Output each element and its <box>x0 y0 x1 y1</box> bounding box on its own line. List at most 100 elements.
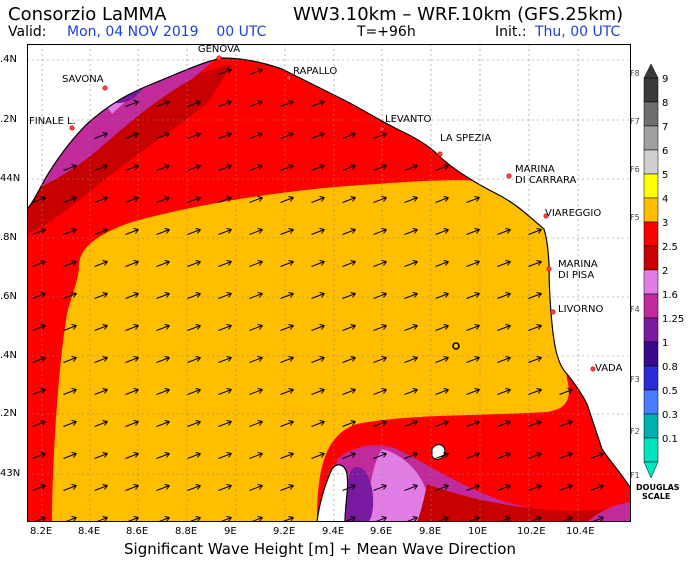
wave-direction-arrow <box>528 260 542 267</box>
wave-direction-arrow <box>63 164 77 171</box>
wave-direction-arrow <box>249 132 263 139</box>
wave-direction-arrow <box>156 452 170 459</box>
place-label: VIAREGGIO <box>545 208 601 219</box>
scale-value-label: 2.5 <box>662 242 678 253</box>
wave-direction-arrow <box>249 324 263 331</box>
lon-tick-label: 9.4E <box>322 526 345 537</box>
sea-se-magenta <box>587 502 631 522</box>
scale-bottom-arrow <box>643 461 659 479</box>
wave-direction-arrow <box>342 356 356 363</box>
valid-label: Valid: <box>8 24 47 40</box>
lon-tick-label: 10.4E <box>566 526 595 537</box>
wave-direction-arrow <box>63 452 77 459</box>
sea-orange-area <box>52 180 569 522</box>
wave-direction-arrow <box>94 484 108 491</box>
wave-direction-arrow <box>342 484 356 491</box>
wave-direction-arrow <box>156 100 170 107</box>
wave-direction-arrow <box>404 420 418 427</box>
wave-direction-arrow <box>32 260 46 267</box>
douglas-label: F7 <box>630 117 640 126</box>
wave-direction-arrow <box>435 260 449 267</box>
wave-direction-arrow <box>373 228 387 235</box>
wave-direction-arrow <box>466 356 480 363</box>
wave-direction-arrow <box>404 260 418 267</box>
wave-direction-arrow <box>280 228 294 235</box>
wave-direction-arrow <box>94 452 108 459</box>
wave-direction-arrow <box>528 292 542 299</box>
wave-direction-arrow <box>156 388 170 395</box>
sea-south-darkred <box>417 484 631 522</box>
wave-direction-arrow <box>94 132 108 139</box>
wave-direction-arrow <box>342 420 356 427</box>
wave-direction-arrow <box>280 388 294 395</box>
wave-direction-arrow <box>280 420 294 427</box>
map-frame <box>27 44 631 522</box>
wave-direction-arrow <box>156 260 170 267</box>
wave-direction-arrow <box>156 196 170 203</box>
wave-direction-arrow <box>497 356 511 363</box>
lat-tick-label: .4N <box>0 54 18 65</box>
wave-direction-arrow <box>528 484 542 491</box>
wave-direction-arrow <box>373 484 387 491</box>
wave-direction-arrow <box>63 356 77 363</box>
wave-direction-arrow <box>528 228 542 235</box>
wave-direction-arrow <box>342 196 356 203</box>
scale-swatch <box>643 413 659 439</box>
wave-direction-arrow <box>497 484 511 491</box>
wave-direction-arrow <box>156 228 170 235</box>
place-label: MARINA DI CARRARA <box>515 164 577 186</box>
lon-tick-label: 8.6E <box>126 526 149 537</box>
wave-direction-arrow <box>63 388 77 395</box>
wave-direction-arrow <box>466 388 480 395</box>
wave-direction-arrow <box>466 324 480 331</box>
wave-direction-arrow <box>187 324 201 331</box>
place-label: LA SPEZIA <box>440 133 491 144</box>
wave-direction-arrow <box>125 164 139 171</box>
wave-direction-arrow <box>435 420 449 427</box>
wave-direction-arrow <box>187 420 201 427</box>
buoy-marker <box>452 342 460 350</box>
wave-direction-arrow <box>497 452 511 459</box>
place-marker <box>286 75 292 81</box>
wave-direction-arrow <box>497 388 511 395</box>
place-marker <box>437 151 443 157</box>
scale-value-label: 4 <box>662 194 668 205</box>
wave-direction-arrow <box>218 324 232 331</box>
wave-direction-arrow <box>249 196 263 203</box>
wave-direction-arrow <box>125 196 139 203</box>
wave-direction-arrow <box>187 388 201 395</box>
sea-south-lightmagenta <box>367 449 429 522</box>
douglas-label: F2 <box>630 427 640 436</box>
wave-direction-arrow <box>497 292 511 299</box>
wave-direction-arrow <box>218 196 232 203</box>
scale-swatch <box>643 173 659 199</box>
lat-tick-label: 44N <box>0 173 21 184</box>
wave-direction-arrow <box>32 324 46 331</box>
wave-direction-arrow <box>156 484 170 491</box>
wave-direction-arrow <box>63 484 77 491</box>
scale-value-label: 8 <box>662 98 668 109</box>
wave-direction-arrow <box>156 356 170 363</box>
wave-direction-arrow <box>125 420 139 427</box>
wave-direction-arrow <box>187 132 201 139</box>
wave-direction-arrow <box>404 292 418 299</box>
wave-direction-arrow <box>497 228 511 235</box>
wave-direction-arrow <box>218 484 232 491</box>
model-title: WW3.10km – WRF.10km (GFS.25km) <box>293 4 624 25</box>
place-marker <box>590 366 596 372</box>
wave-direction-arrow <box>559 484 573 491</box>
scale-value-label: 5 <box>662 170 668 181</box>
wave-direction-arrow <box>187 292 201 299</box>
scale-value-label: 1 <box>662 338 668 349</box>
wave-direction-arrow <box>125 324 139 331</box>
forecast-step: T=+96h <box>357 24 416 40</box>
valid-value: Mon, 04 NOV 2019 00 UTC <box>67 24 267 40</box>
place-marker <box>543 213 549 219</box>
place-label: RAPALLO <box>293 66 337 77</box>
wave-direction-arrow <box>559 388 573 395</box>
scale-swatch <box>643 101 659 127</box>
island-corsica <box>316 464 349 522</box>
scale-swatch <box>643 365 659 391</box>
wave-direction-arrow <box>342 260 356 267</box>
douglas-label: F8 <box>630 69 640 78</box>
